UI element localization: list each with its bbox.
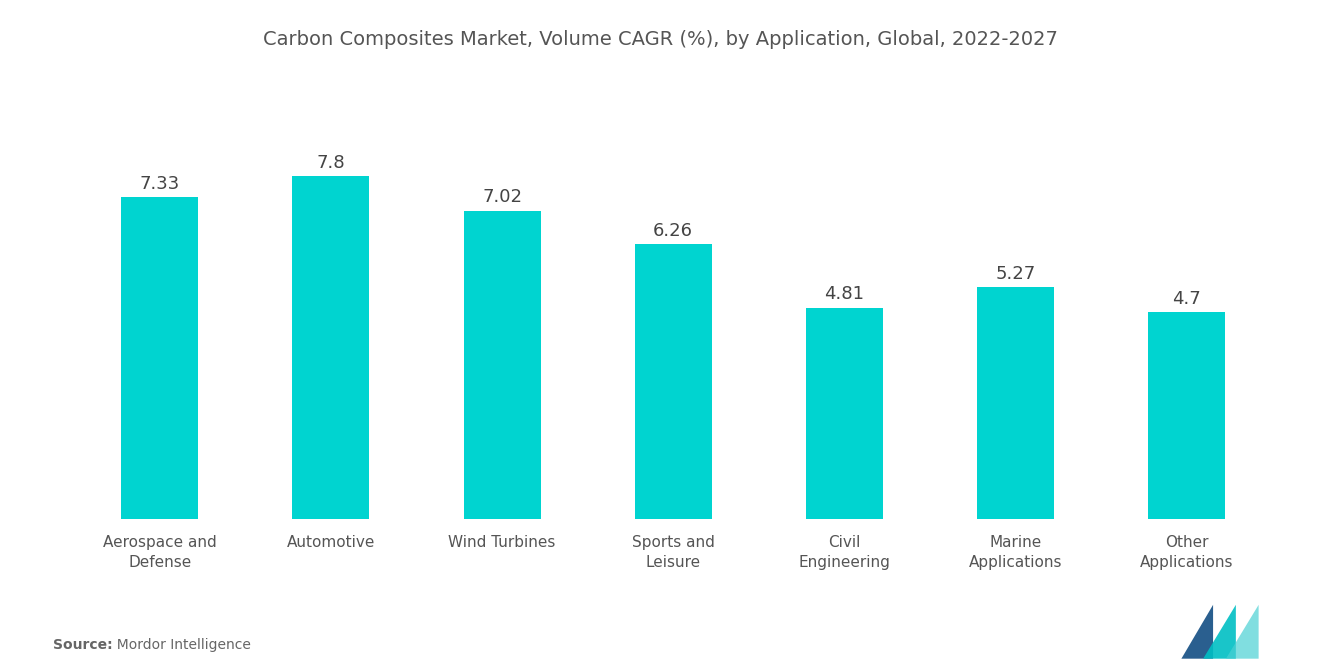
Bar xyxy=(635,244,711,519)
Bar xyxy=(121,197,198,519)
Text: 7.02: 7.02 xyxy=(482,188,521,206)
Text: 5.27: 5.27 xyxy=(995,265,1036,283)
Bar xyxy=(463,211,541,519)
Text: 4.81: 4.81 xyxy=(825,285,865,303)
Bar xyxy=(977,287,1055,519)
Text: Source:: Source: xyxy=(53,638,112,652)
Bar xyxy=(1148,313,1225,519)
Polygon shape xyxy=(1204,605,1236,658)
Polygon shape xyxy=(1226,605,1258,658)
Polygon shape xyxy=(1181,605,1213,658)
Text: 7.33: 7.33 xyxy=(140,175,180,193)
Text: Mordor Intelligence: Mordor Intelligence xyxy=(108,638,251,652)
Text: Carbon Composites Market, Volume CAGR (%), by Application, Global, 2022-2027: Carbon Composites Market, Volume CAGR (%… xyxy=(263,30,1057,49)
Text: 4.7: 4.7 xyxy=(1172,290,1201,308)
Bar xyxy=(292,176,370,519)
Text: 7.8: 7.8 xyxy=(317,154,346,172)
Text: 6.26: 6.26 xyxy=(653,221,693,239)
Bar xyxy=(805,308,883,519)
